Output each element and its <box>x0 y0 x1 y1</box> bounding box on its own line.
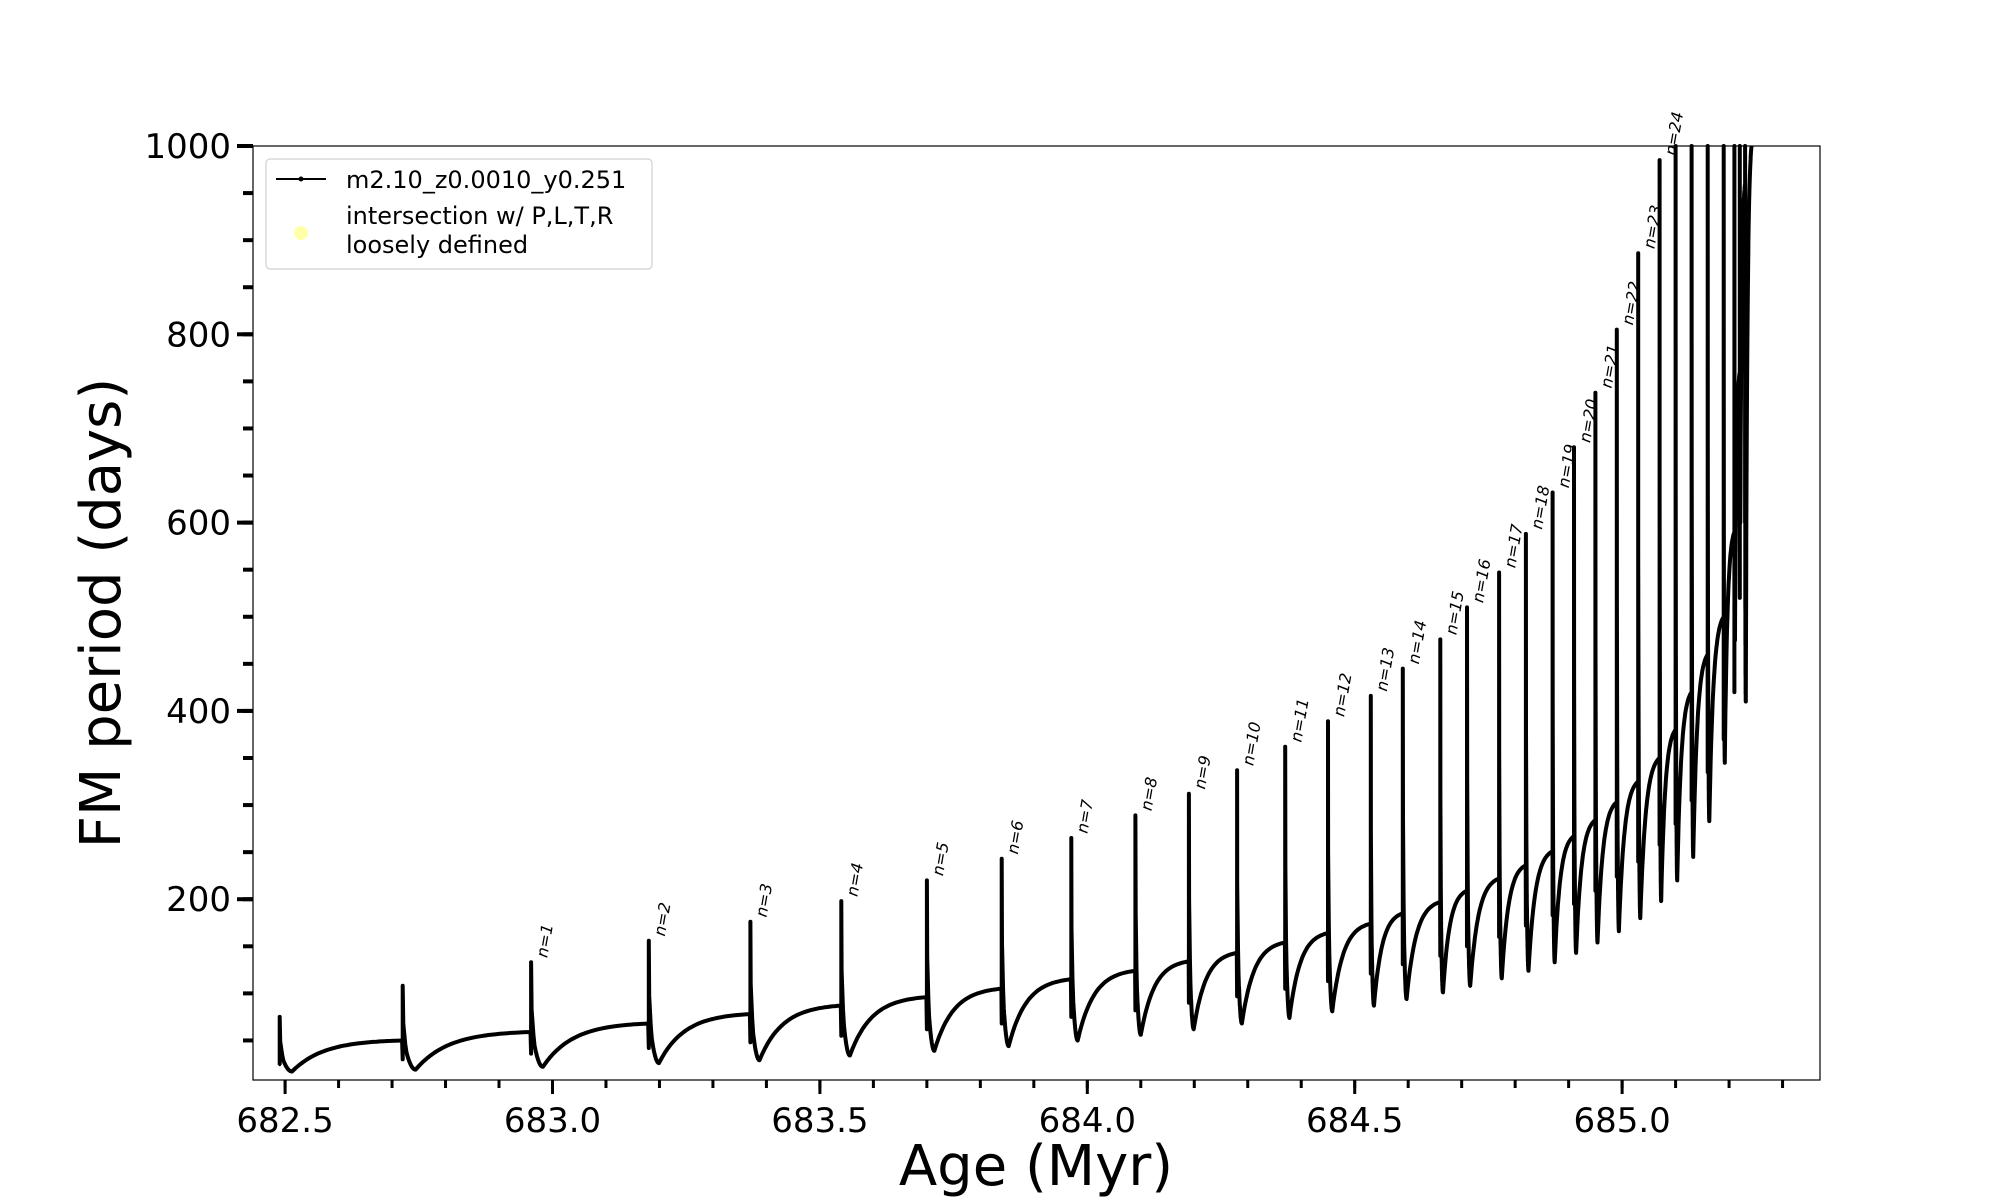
y-axis-title: FM period (days) <box>69 378 134 848</box>
legend-line-dot <box>298 176 304 182</box>
y-tick-label: 800 <box>166 315 231 355</box>
x-tick-label: 684.0 <box>1039 1101 1136 1141</box>
x-tick-label: 684.5 <box>1306 1101 1403 1141</box>
plot-frame <box>252 145 1821 1081</box>
y-tick-label: 1000 <box>144 127 231 167</box>
x-tick-label: 683.0 <box>504 1101 601 1141</box>
series-layer <box>277 144 1754 1074</box>
plot-background <box>253 146 1820 1080</box>
legend-label-intersection: intersection w/ P,L,T,R loosely defined <box>346 202 613 259</box>
x-tick-label: 682.5 <box>236 1101 333 1141</box>
y-tick-label: 400 <box>166 692 231 732</box>
legend-circle-marker <box>294 226 308 240</box>
legend-label-series: m2.10_z0.0010_y0.251 <box>346 166 626 194</box>
x-tick-label: 683.5 <box>771 1101 868 1141</box>
y-axis: 200 400 600 800 1000 <box>144 127 253 1043</box>
x-tick-label: 685.0 <box>1573 1101 1670 1141</box>
legend-box <box>265 158 653 270</box>
x-axis: 682.5 683.0 683.5 684.0 684.5 685.0 <box>236 1080 1785 1141</box>
legend: m2.10_z0.0010_y0.251 intersection w/ P,L… <box>265 158 653 270</box>
series-line <box>277 144 1754 1074</box>
y-tick-label: 200 <box>166 880 231 920</box>
x-axis-title: Age (Myr) <box>899 1134 1173 1199</box>
y-tick-label: 600 <box>166 504 231 544</box>
